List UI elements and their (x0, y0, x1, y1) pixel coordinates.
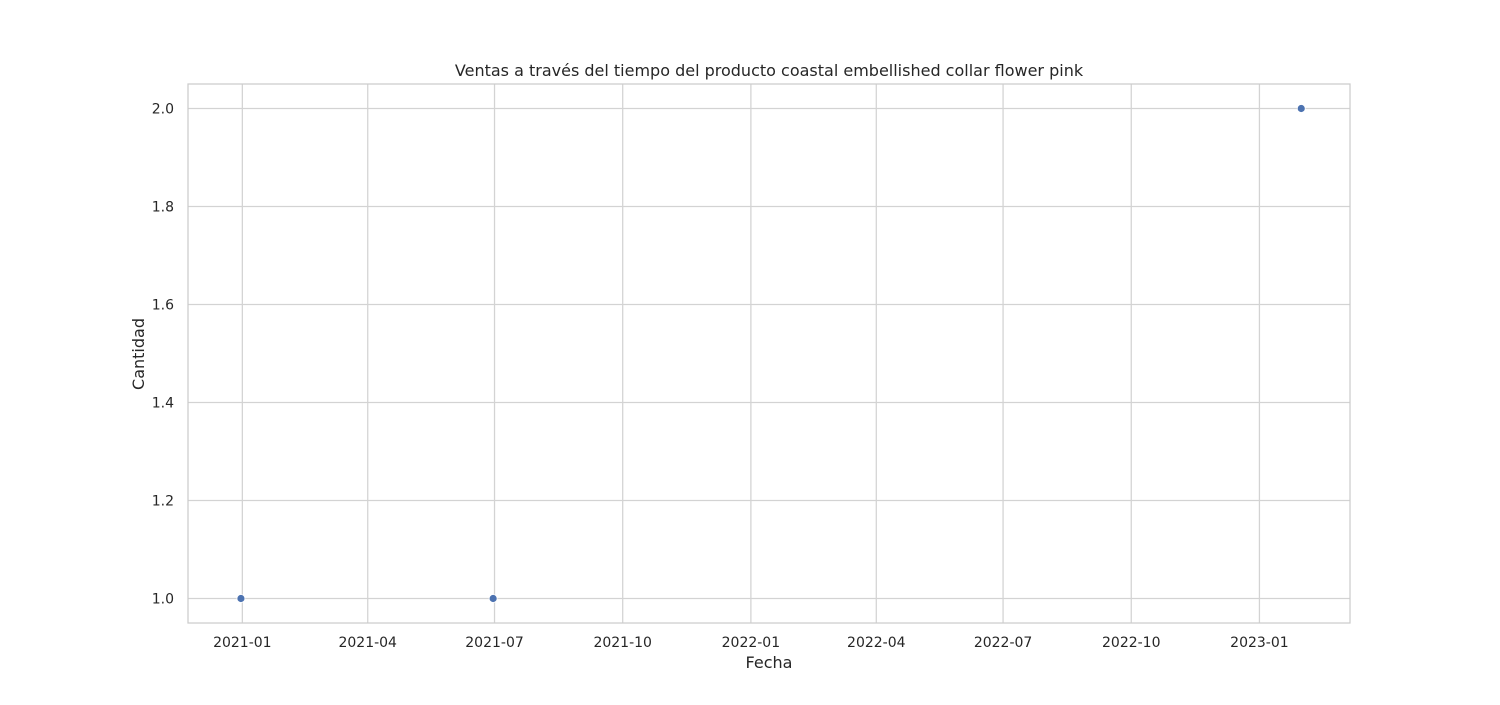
x-tick-label: 2023-01 (1230, 635, 1289, 651)
y-tick-label: 1.4 (152, 396, 174, 412)
data-point (488, 594, 498, 603)
y-tick-label: 1.0 (152, 592, 174, 608)
x-tick-label: 2021-04 (338, 635, 397, 651)
x-tick-label: 2022-04 (847, 635, 906, 651)
x-tick-label: 2021-07 (465, 635, 524, 651)
y-tick-label: 1.8 (152, 200, 174, 216)
y-tick-labels: 1.0 1.2 1.4 1.6 1.8 2.0 (152, 102, 174, 608)
plot-frame (187, 83, 1351, 624)
data-points (236, 104, 1306, 603)
y-tick-label: 1.2 (152, 494, 174, 510)
chart-title: Ventas a través del tiempo del producto … (455, 61, 1084, 80)
x-tick-label: 2022-10 (1102, 635, 1161, 651)
data-point (236, 594, 246, 603)
plot-background (188, 84, 1350, 623)
y-tick-label: 2.0 (152, 102, 174, 118)
data-point (1296, 104, 1306, 113)
y-tick-label: 1.6 (152, 298, 174, 314)
grid (188, 84, 1350, 623)
x-tick-label: 2022-07 (974, 635, 1033, 651)
y-axis-label: Cantidad (129, 318, 148, 390)
x-tick-label: 2022-01 (722, 635, 781, 651)
x-tick-label: 2021-10 (593, 635, 652, 651)
x-tick-label: 2021-01 (213, 635, 272, 651)
x-axis-label: Fecha (746, 653, 793, 672)
x-tick-labels: 2021-01 2021-04 2021-07 2021-10 2022-01 2022-… (213, 635, 1289, 651)
